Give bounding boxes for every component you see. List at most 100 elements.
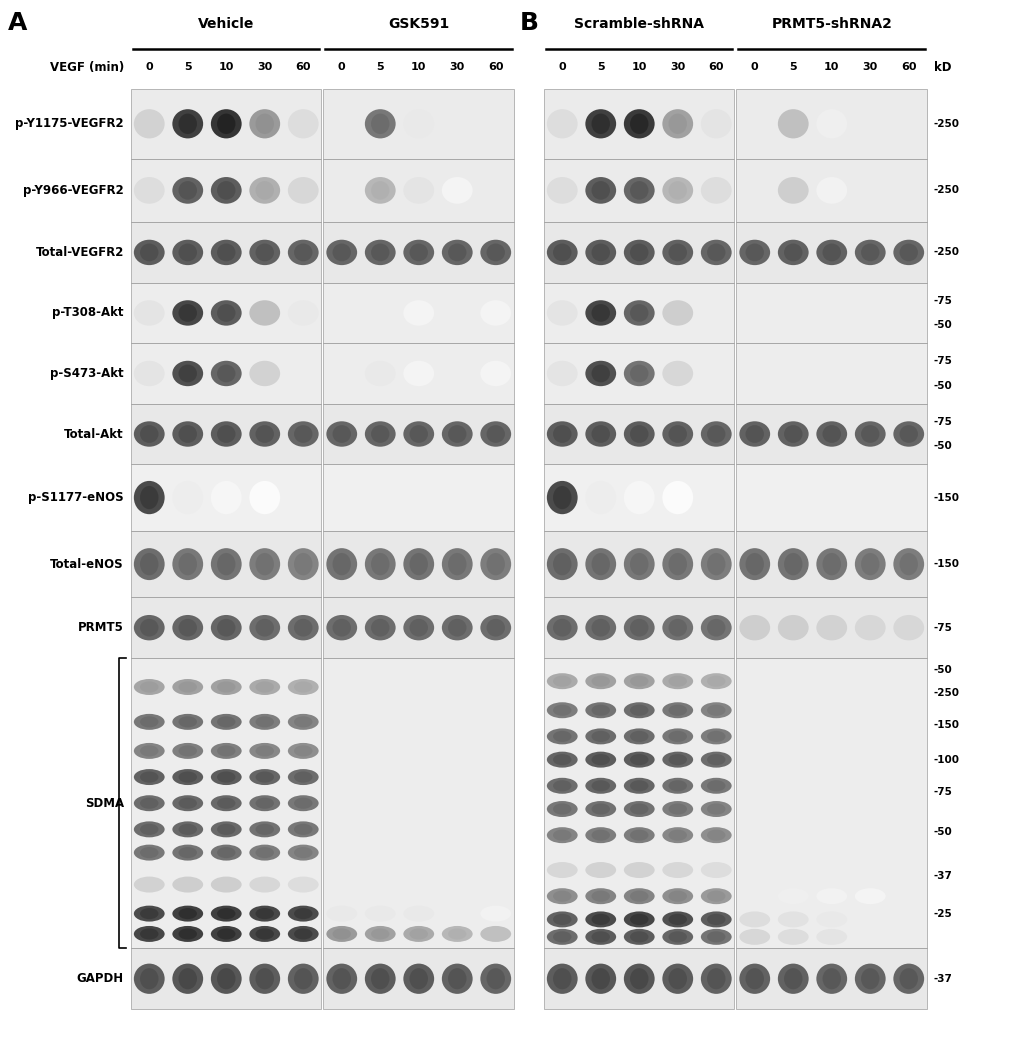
Ellipse shape	[371, 181, 389, 199]
Ellipse shape	[211, 481, 242, 514]
Ellipse shape	[739, 888, 769, 904]
Ellipse shape	[591, 425, 609, 443]
Ellipse shape	[178, 181, 197, 199]
Text: 60: 60	[900, 62, 916, 72]
Ellipse shape	[178, 716, 197, 727]
Ellipse shape	[140, 243, 158, 262]
Text: p-S1177-eNOS: p-S1177-eNOS	[29, 491, 124, 504]
Ellipse shape	[552, 243, 571, 262]
Text: PRMT5: PRMT5	[78, 621, 124, 634]
Ellipse shape	[591, 730, 609, 742]
Ellipse shape	[854, 929, 884, 944]
Ellipse shape	[217, 745, 235, 756]
Ellipse shape	[293, 745, 312, 756]
Ellipse shape	[287, 300, 318, 325]
Ellipse shape	[172, 549, 203, 580]
Ellipse shape	[326, 615, 357, 640]
Ellipse shape	[217, 619, 235, 637]
Ellipse shape	[546, 109, 577, 138]
Ellipse shape	[546, 481, 577, 514]
Ellipse shape	[255, 425, 274, 443]
Ellipse shape	[854, 421, 884, 447]
Ellipse shape	[287, 680, 318, 695]
Ellipse shape	[624, 963, 654, 994]
Ellipse shape	[700, 862, 731, 878]
Bar	[736, 283, 926, 343]
Ellipse shape	[706, 754, 725, 766]
Ellipse shape	[745, 243, 763, 262]
Ellipse shape	[211, 421, 242, 447]
Bar	[736, 658, 926, 949]
Ellipse shape	[403, 926, 434, 942]
Ellipse shape	[630, 803, 648, 815]
Ellipse shape	[893, 240, 923, 265]
Ellipse shape	[326, 963, 357, 994]
Bar	[323, 464, 514, 531]
Ellipse shape	[293, 682, 312, 693]
Ellipse shape	[365, 177, 395, 204]
Ellipse shape	[480, 300, 511, 325]
Ellipse shape	[249, 822, 280, 837]
Ellipse shape	[365, 963, 395, 994]
Ellipse shape	[172, 177, 203, 204]
Ellipse shape	[441, 906, 472, 922]
Ellipse shape	[133, 906, 164, 922]
Ellipse shape	[293, 243, 312, 262]
Ellipse shape	[661, 549, 693, 580]
Bar	[543, 222, 734, 283]
Ellipse shape	[624, 751, 654, 768]
Text: 5: 5	[789, 62, 796, 72]
Ellipse shape	[293, 798, 312, 808]
Bar	[543, 89, 734, 159]
Ellipse shape	[172, 963, 203, 994]
Ellipse shape	[140, 425, 158, 443]
Ellipse shape	[630, 675, 648, 687]
Ellipse shape	[661, 888, 693, 904]
Text: -75: -75	[933, 296, 952, 305]
Ellipse shape	[217, 798, 235, 808]
Ellipse shape	[815, 911, 847, 928]
Ellipse shape	[700, 421, 731, 447]
Ellipse shape	[546, 615, 577, 640]
Ellipse shape	[293, 772, 312, 782]
Ellipse shape	[630, 754, 648, 766]
Ellipse shape	[893, 549, 923, 580]
Ellipse shape	[630, 914, 648, 925]
Ellipse shape	[821, 553, 841, 576]
Ellipse shape	[371, 968, 389, 989]
Ellipse shape	[365, 109, 395, 138]
Ellipse shape	[172, 795, 203, 811]
Ellipse shape	[661, 801, 693, 817]
Ellipse shape	[287, 549, 318, 580]
Ellipse shape	[661, 673, 693, 689]
Ellipse shape	[630, 243, 648, 262]
Ellipse shape	[480, 361, 511, 387]
Ellipse shape	[133, 795, 164, 811]
Text: Scramble-shRNA: Scramble-shRNA	[574, 17, 703, 31]
Ellipse shape	[777, 888, 808, 904]
Ellipse shape	[777, 361, 808, 387]
Ellipse shape	[211, 795, 242, 811]
Ellipse shape	[591, 931, 609, 942]
Ellipse shape	[255, 847, 274, 858]
Ellipse shape	[255, 968, 274, 989]
Ellipse shape	[249, 769, 280, 785]
Ellipse shape	[140, 772, 158, 782]
Ellipse shape	[287, 906, 318, 922]
Ellipse shape	[287, 845, 318, 860]
Ellipse shape	[140, 553, 158, 576]
Ellipse shape	[178, 113, 197, 134]
Ellipse shape	[552, 486, 571, 509]
Ellipse shape	[287, 877, 318, 893]
Ellipse shape	[893, 421, 923, 447]
Ellipse shape	[585, 751, 615, 768]
Ellipse shape	[661, 911, 693, 928]
Ellipse shape	[777, 177, 808, 204]
Ellipse shape	[661, 300, 693, 325]
Ellipse shape	[585, 963, 615, 994]
Ellipse shape	[815, 615, 847, 640]
Text: -50: -50	[933, 665, 952, 674]
Ellipse shape	[172, 822, 203, 837]
Text: Total-VEGFR2: Total-VEGFR2	[36, 246, 124, 259]
Ellipse shape	[591, 914, 609, 925]
